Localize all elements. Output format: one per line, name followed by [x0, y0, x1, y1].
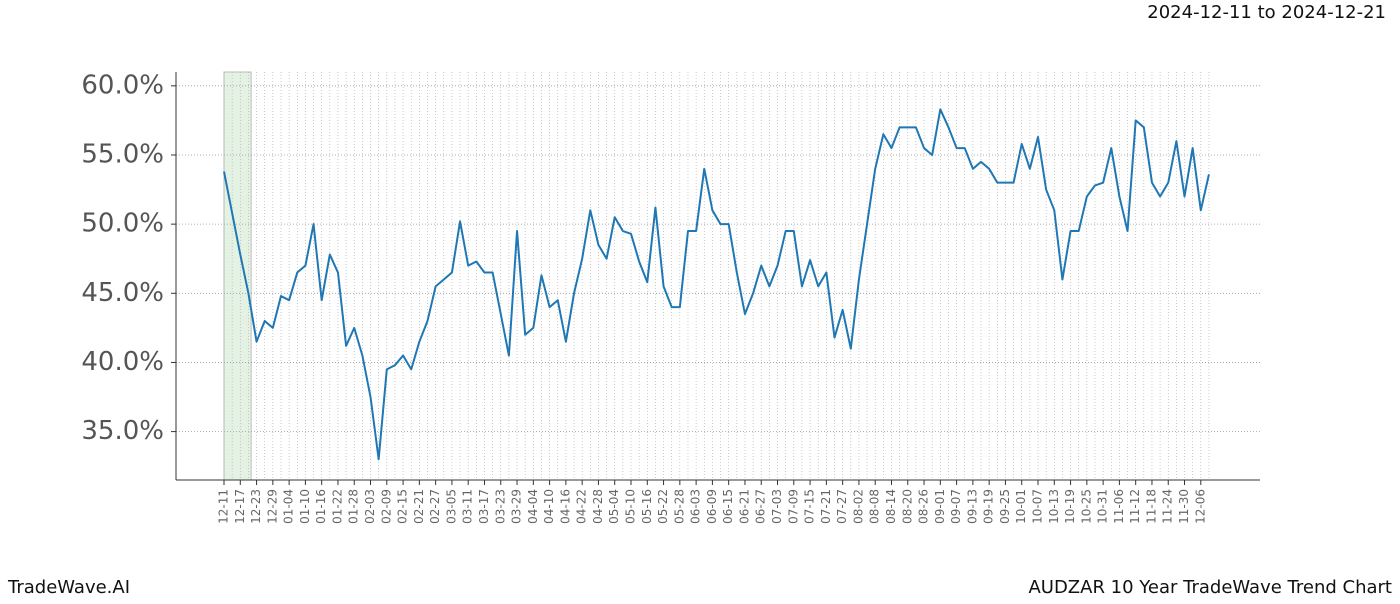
x-tick-label: 02-09 — [379, 489, 393, 524]
x-tick-label: 11-06 — [1112, 489, 1126, 524]
x-tick-label: 12-17 — [233, 489, 247, 524]
x-tick-label: 02-15 — [396, 489, 410, 524]
x-tick-label: 04-16 — [558, 489, 572, 524]
x-tick-label: 08-08 — [868, 489, 882, 524]
x-tick-label: 04-04 — [526, 489, 540, 524]
series-line — [223, 108, 1210, 461]
x-tick-label: 11-24 — [1161, 489, 1175, 524]
x-tick-label: 01-22 — [330, 489, 344, 524]
x-tick-label: 01-16 — [314, 489, 328, 524]
x-tick-label: 01-28 — [347, 489, 361, 524]
x-tick-label: 04-10 — [542, 489, 556, 524]
x-tick-label: 05-28 — [672, 489, 686, 524]
x-tick-label: 03-05 — [444, 489, 458, 524]
x-tick-label: 06-09 — [705, 489, 719, 524]
x-tick-label: 02-21 — [412, 489, 426, 524]
x-tick-label: 11-18 — [1144, 489, 1158, 524]
x-tick-label: 05-10 — [624, 489, 638, 524]
x-tick-label: 05-16 — [640, 489, 654, 524]
x-tick-label: 12-29 — [265, 489, 279, 524]
x-tick-label: 08-14 — [884, 489, 898, 524]
x-tick-label: 09-13 — [965, 489, 979, 524]
x-tick-label: 06-03 — [689, 489, 703, 524]
x-tick-label: 09-01 — [933, 489, 947, 524]
x-tick-label: 07-27 — [835, 489, 849, 524]
x-tick-label: 08-02 — [851, 489, 865, 524]
x-tick-label: 10-19 — [1063, 489, 1077, 524]
x-tick-label: 04-22 — [575, 489, 589, 524]
x-tick-label: 09-25 — [998, 489, 1012, 524]
x-tick-label: 06-21 — [737, 489, 751, 524]
x-tick-label: 05-04 — [607, 489, 621, 524]
y-tick-label: 40.0% — [81, 347, 164, 377]
y-tick-label: 50.0% — [81, 209, 164, 239]
x-tick-label: 10-13 — [1047, 489, 1061, 524]
x-tick-label: 09-19 — [982, 489, 996, 524]
x-tick-label: 11-30 — [1177, 489, 1191, 524]
x-tick-label: 03-29 — [510, 489, 524, 524]
y-tick-label: 45.0% — [81, 278, 164, 308]
x-tick-label: 10-31 — [1096, 489, 1110, 524]
x-tick-label: 02-27 — [428, 489, 442, 524]
x-tick-label: 09-07 — [949, 489, 963, 524]
x-tick-label: 10-25 — [1079, 489, 1093, 524]
x-tick-label: 05-22 — [656, 489, 670, 524]
chart-title: AUDZAR 10 Year TradeWave Trend Chart — [1028, 577, 1392, 598]
x-tick-label: 07-21 — [819, 489, 833, 524]
x-tick-label: 11-12 — [1128, 489, 1142, 524]
x-tick-label: 02-03 — [363, 489, 377, 524]
x-tick-label: 10-01 — [1014, 489, 1028, 524]
x-tick-label: 06-15 — [721, 489, 735, 524]
x-tick-label: 07-09 — [786, 489, 800, 524]
y-tick-label: 55.0% — [81, 139, 164, 169]
x-tick-label: 10-07 — [1031, 489, 1045, 524]
x-tick-label: 12-23 — [249, 489, 263, 524]
x-tick-label: 01-04 — [282, 489, 296, 524]
brand: TradeWave.AI — [7, 577, 130, 598]
x-tick-label: 03-17 — [477, 489, 491, 524]
x-tick-label: 08-26 — [917, 489, 931, 524]
x-tick-label: 01-10 — [298, 489, 312, 524]
x-tick-label: 07-03 — [770, 489, 784, 524]
x-tick-label: 06-27 — [754, 489, 768, 524]
x-tick-label: 04-28 — [591, 489, 605, 524]
highlight-band — [223, 71, 252, 481]
x-tick-label: 03-23 — [493, 489, 507, 524]
x-tick-label: 07-15 — [803, 489, 817, 524]
x-tick-label: 08-20 — [900, 489, 914, 524]
x-tick-label: 03-11 — [461, 489, 475, 524]
y-tick-label: 35.0% — [81, 416, 164, 446]
x-tick-label: 12-11 — [217, 489, 231, 524]
x-tick-label: 12-06 — [1193, 489, 1207, 524]
y-tick-label: 60.0% — [81, 70, 164, 100]
date-range: 2024-12-11 to 2024-12-21 — [1147, 2, 1386, 23]
